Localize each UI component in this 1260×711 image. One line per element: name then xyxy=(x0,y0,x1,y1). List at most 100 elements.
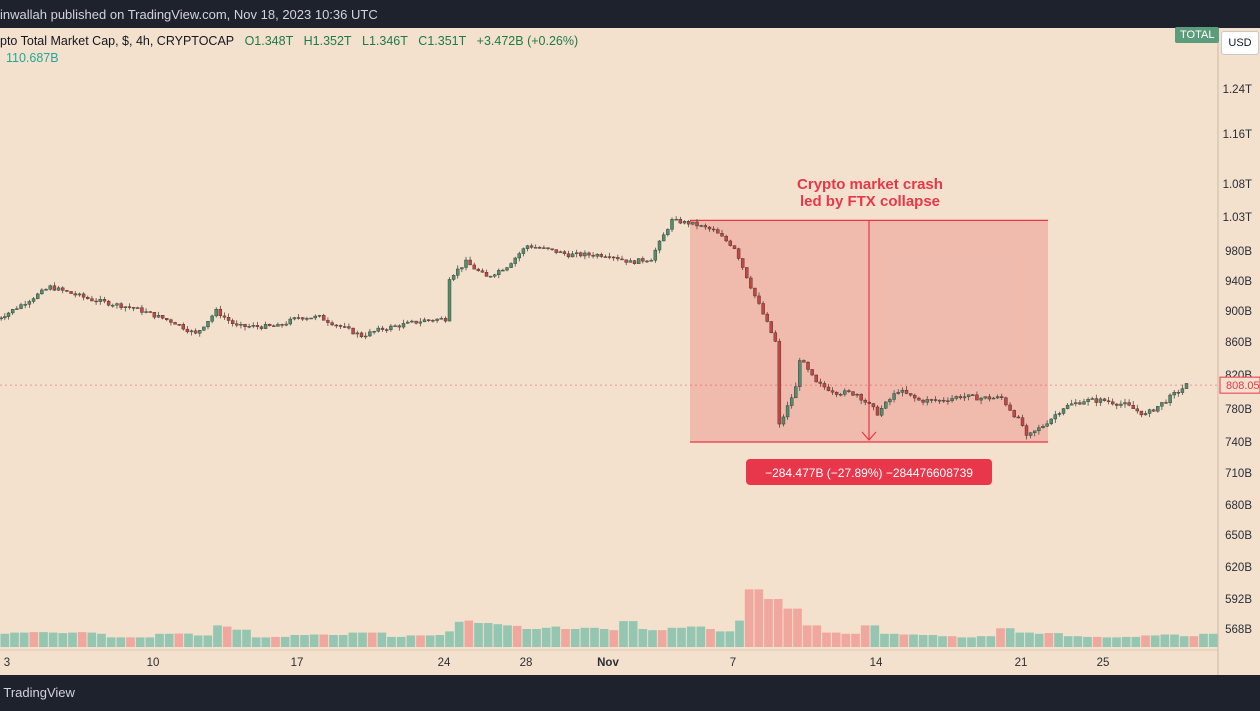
candle-body xyxy=(542,247,546,249)
candle-body xyxy=(884,401,888,409)
candle-body xyxy=(243,324,247,327)
candle-body xyxy=(69,291,73,294)
candle-body xyxy=(1061,408,1066,414)
candle-body xyxy=(867,402,872,404)
candle-body xyxy=(148,311,152,313)
candle-body xyxy=(517,253,521,259)
candle-body xyxy=(875,406,880,416)
candle-body xyxy=(616,257,620,260)
candle-body xyxy=(484,272,489,277)
candle-body xyxy=(288,318,292,325)
candle-body xyxy=(1020,417,1025,426)
candle-body xyxy=(686,221,691,225)
volume-bar xyxy=(58,633,68,647)
candle-body xyxy=(678,218,683,224)
candle-body xyxy=(322,315,326,321)
volume-bar xyxy=(29,632,39,647)
volume-bar xyxy=(735,620,744,647)
candle-body xyxy=(61,287,65,291)
volume-bar xyxy=(841,633,851,647)
candle-body xyxy=(983,396,987,399)
candle-body xyxy=(414,320,418,324)
candle-body xyxy=(443,318,448,322)
candle-body xyxy=(1057,413,1062,415)
candle-body xyxy=(695,221,699,227)
candle-body xyxy=(1115,403,1119,406)
volume-bar xyxy=(135,637,145,647)
x-tick-label: 10 xyxy=(147,657,160,669)
close-value: C1.351T xyxy=(418,34,467,48)
candle-body xyxy=(226,317,231,321)
candle-body xyxy=(376,327,380,332)
candle-body xyxy=(144,311,148,313)
candle-body xyxy=(921,399,925,403)
candle-body xyxy=(480,270,485,273)
volume-bar xyxy=(174,633,184,647)
candle-body xyxy=(44,289,48,291)
candle-body xyxy=(670,219,674,230)
candle-body xyxy=(380,327,385,330)
candle-body xyxy=(40,289,44,295)
candle-body xyxy=(879,408,884,416)
candle-body xyxy=(538,247,542,249)
candle-body xyxy=(447,279,452,322)
currency-button[interactable]: USD xyxy=(1221,31,1259,55)
candle-body xyxy=(798,360,802,387)
candle-body xyxy=(263,324,268,329)
candle-body xyxy=(871,403,876,408)
candle-body xyxy=(102,299,107,302)
volume-bar xyxy=(1083,636,1092,647)
volume-bar xyxy=(1054,633,1063,647)
volume-bar xyxy=(106,637,116,647)
volume-bar xyxy=(464,620,474,647)
candle-body xyxy=(259,326,264,329)
volume-bar xyxy=(976,636,986,647)
chart-area[interactable] xyxy=(0,28,1260,675)
candle-body xyxy=(711,228,716,231)
candle-body xyxy=(410,320,414,323)
candle-body xyxy=(1151,409,1156,412)
candle-body xyxy=(513,257,517,264)
candle-body xyxy=(908,393,913,396)
candle-body xyxy=(550,248,554,250)
attribution-text: inwallah published on TradingView.com, N… xyxy=(0,7,378,22)
volume-bar xyxy=(1160,634,1170,647)
volume-bar xyxy=(715,631,725,647)
volume-bar xyxy=(754,589,764,647)
volume-bar xyxy=(116,637,126,647)
volume-bar xyxy=(1131,636,1141,647)
volume-bar xyxy=(899,634,909,647)
candle-body xyxy=(979,397,983,401)
volume-bar xyxy=(454,621,464,647)
volume-bar xyxy=(358,632,367,647)
volume-bar xyxy=(261,637,271,647)
candle-body xyxy=(309,317,313,320)
candle-body xyxy=(781,416,786,425)
candle-body xyxy=(1098,398,1103,403)
candle-body xyxy=(1086,399,1090,402)
y-tick-label: 1.16T xyxy=(1223,129,1252,141)
candle-body xyxy=(1131,405,1135,409)
candle-body xyxy=(81,293,86,298)
candle-body xyxy=(351,327,355,335)
symbol-title: pto Total Market Cap, $, 4h, CRYPTOCAP xyxy=(0,34,235,48)
candle-body xyxy=(140,307,144,313)
annotation-title-line2: led by FTX collapse xyxy=(800,193,940,210)
candle-body xyxy=(90,298,94,302)
candle-body xyxy=(439,318,443,320)
volume-bar xyxy=(155,633,164,647)
candle-body xyxy=(599,254,603,257)
volume-bar xyxy=(1063,636,1073,647)
candle-body xyxy=(19,304,23,309)
candle-body xyxy=(1082,401,1086,405)
candle-body xyxy=(843,390,847,395)
candle-body xyxy=(851,391,855,396)
candle-body xyxy=(460,267,464,270)
x-tick-label: 25 xyxy=(1097,657,1110,669)
volume-bar xyxy=(860,625,870,647)
candle-body xyxy=(703,225,708,228)
candle-body xyxy=(1074,402,1078,405)
candle-body xyxy=(946,400,950,402)
candle-body xyxy=(230,320,235,324)
